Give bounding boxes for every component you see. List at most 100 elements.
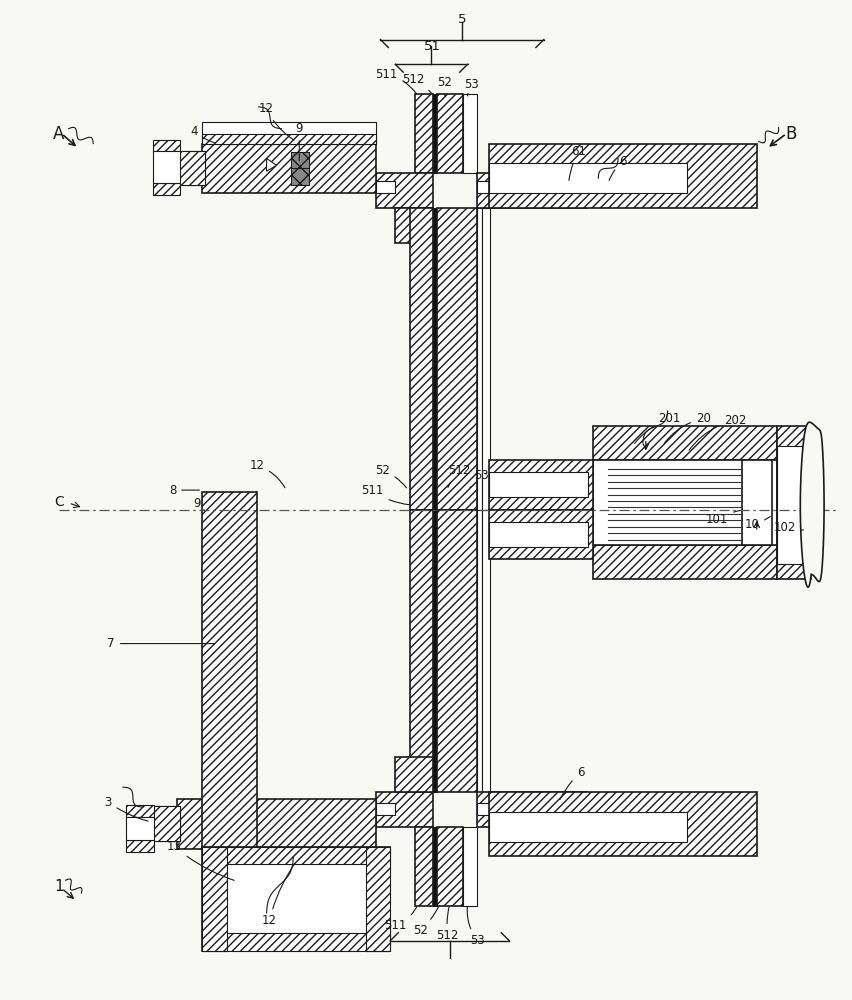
Bar <box>476 803 550 815</box>
Bar <box>291 167 308 185</box>
Bar <box>202 122 375 144</box>
Bar <box>489 472 588 497</box>
Bar <box>462 94 476 173</box>
Bar <box>375 173 433 208</box>
Text: 52: 52 <box>437 76 452 96</box>
Text: 3: 3 <box>104 796 148 821</box>
Bar <box>375 181 394 193</box>
Bar <box>436 208 476 510</box>
Text: 53: 53 <box>469 469 488 488</box>
Bar <box>476 792 587 827</box>
Bar <box>482 208 490 510</box>
Bar <box>202 847 390 951</box>
Text: 6: 6 <box>559 766 584 800</box>
Text: 12: 12 <box>259 102 294 140</box>
Bar <box>126 817 153 840</box>
Bar <box>151 806 181 841</box>
Text: 7: 7 <box>107 637 214 650</box>
Bar <box>153 151 181 183</box>
Text: 512: 512 <box>401 73 432 94</box>
Bar <box>202 134 375 144</box>
Bar <box>593 426 775 460</box>
Text: 52: 52 <box>412 907 438 937</box>
Bar <box>394 208 433 243</box>
Bar <box>410 208 433 510</box>
Text: 13: 13 <box>167 840 234 880</box>
Bar <box>177 799 375 849</box>
Polygon shape <box>267 158 276 171</box>
Bar <box>126 840 153 852</box>
Bar <box>436 94 462 173</box>
Bar <box>436 510 476 792</box>
Text: 51: 51 <box>423 40 440 53</box>
Bar <box>436 827 462 906</box>
Text: 511: 511 <box>361 484 409 505</box>
Bar <box>489 460 593 510</box>
Text: B: B <box>785 125 796 143</box>
Bar <box>202 144 375 193</box>
Bar <box>476 208 482 510</box>
Text: 6: 6 <box>608 155 626 181</box>
Bar <box>410 510 433 792</box>
Text: 10: 10 <box>744 516 769 531</box>
Bar <box>433 827 436 906</box>
Bar <box>489 144 756 208</box>
Text: 101: 101 <box>705 510 740 526</box>
Text: 8: 8 <box>169 484 199 497</box>
Bar <box>476 510 482 792</box>
Bar <box>202 847 390 864</box>
Text: 9: 9 <box>295 122 302 161</box>
Bar <box>177 151 205 185</box>
Text: 1: 1 <box>54 879 63 894</box>
Text: 9: 9 <box>193 497 204 510</box>
Bar <box>375 803 394 815</box>
Bar <box>153 140 181 151</box>
Bar <box>433 94 436 173</box>
Bar <box>489 510 593 559</box>
Bar <box>593 460 775 545</box>
Bar <box>433 510 436 792</box>
Bar <box>415 94 433 173</box>
Text: 512: 512 <box>436 907 458 942</box>
Text: 12: 12 <box>262 864 294 927</box>
Bar <box>433 208 436 510</box>
Text: 53: 53 <box>467 907 484 947</box>
Bar <box>153 183 181 195</box>
Bar <box>482 510 490 792</box>
Text: 5: 5 <box>458 13 466 26</box>
Bar <box>202 492 256 849</box>
Bar <box>462 827 476 906</box>
Bar <box>291 152 308 168</box>
Bar <box>375 792 433 827</box>
Text: 202: 202 <box>688 414 746 450</box>
Bar <box>202 933 390 951</box>
Bar <box>126 805 153 817</box>
Bar <box>489 812 687 842</box>
Text: 201: 201 <box>634 412 680 443</box>
Text: 102: 102 <box>773 521 803 534</box>
Bar <box>489 522 588 547</box>
Bar <box>741 460 771 545</box>
Bar <box>476 173 587 208</box>
Bar <box>476 181 550 193</box>
Text: 512: 512 <box>447 464 470 488</box>
Text: C: C <box>54 495 63 509</box>
Text: 12: 12 <box>249 459 285 488</box>
Bar <box>394 757 433 792</box>
Bar <box>489 163 687 193</box>
Bar <box>593 545 775 579</box>
Text: A: A <box>53 125 64 143</box>
Text: 4: 4 <box>190 125 214 143</box>
Bar <box>177 151 205 185</box>
Bar <box>415 827 433 906</box>
Text: 52: 52 <box>375 464 406 488</box>
Bar <box>366 847 390 951</box>
Bar <box>775 446 810 564</box>
Text: 511: 511 <box>375 68 416 94</box>
Text: 511: 511 <box>383 907 417 932</box>
Text: 61: 61 <box>568 145 585 180</box>
Text: 20: 20 <box>664 412 710 443</box>
Bar <box>489 792 756 856</box>
Bar <box>775 426 810 579</box>
Bar <box>202 847 227 951</box>
